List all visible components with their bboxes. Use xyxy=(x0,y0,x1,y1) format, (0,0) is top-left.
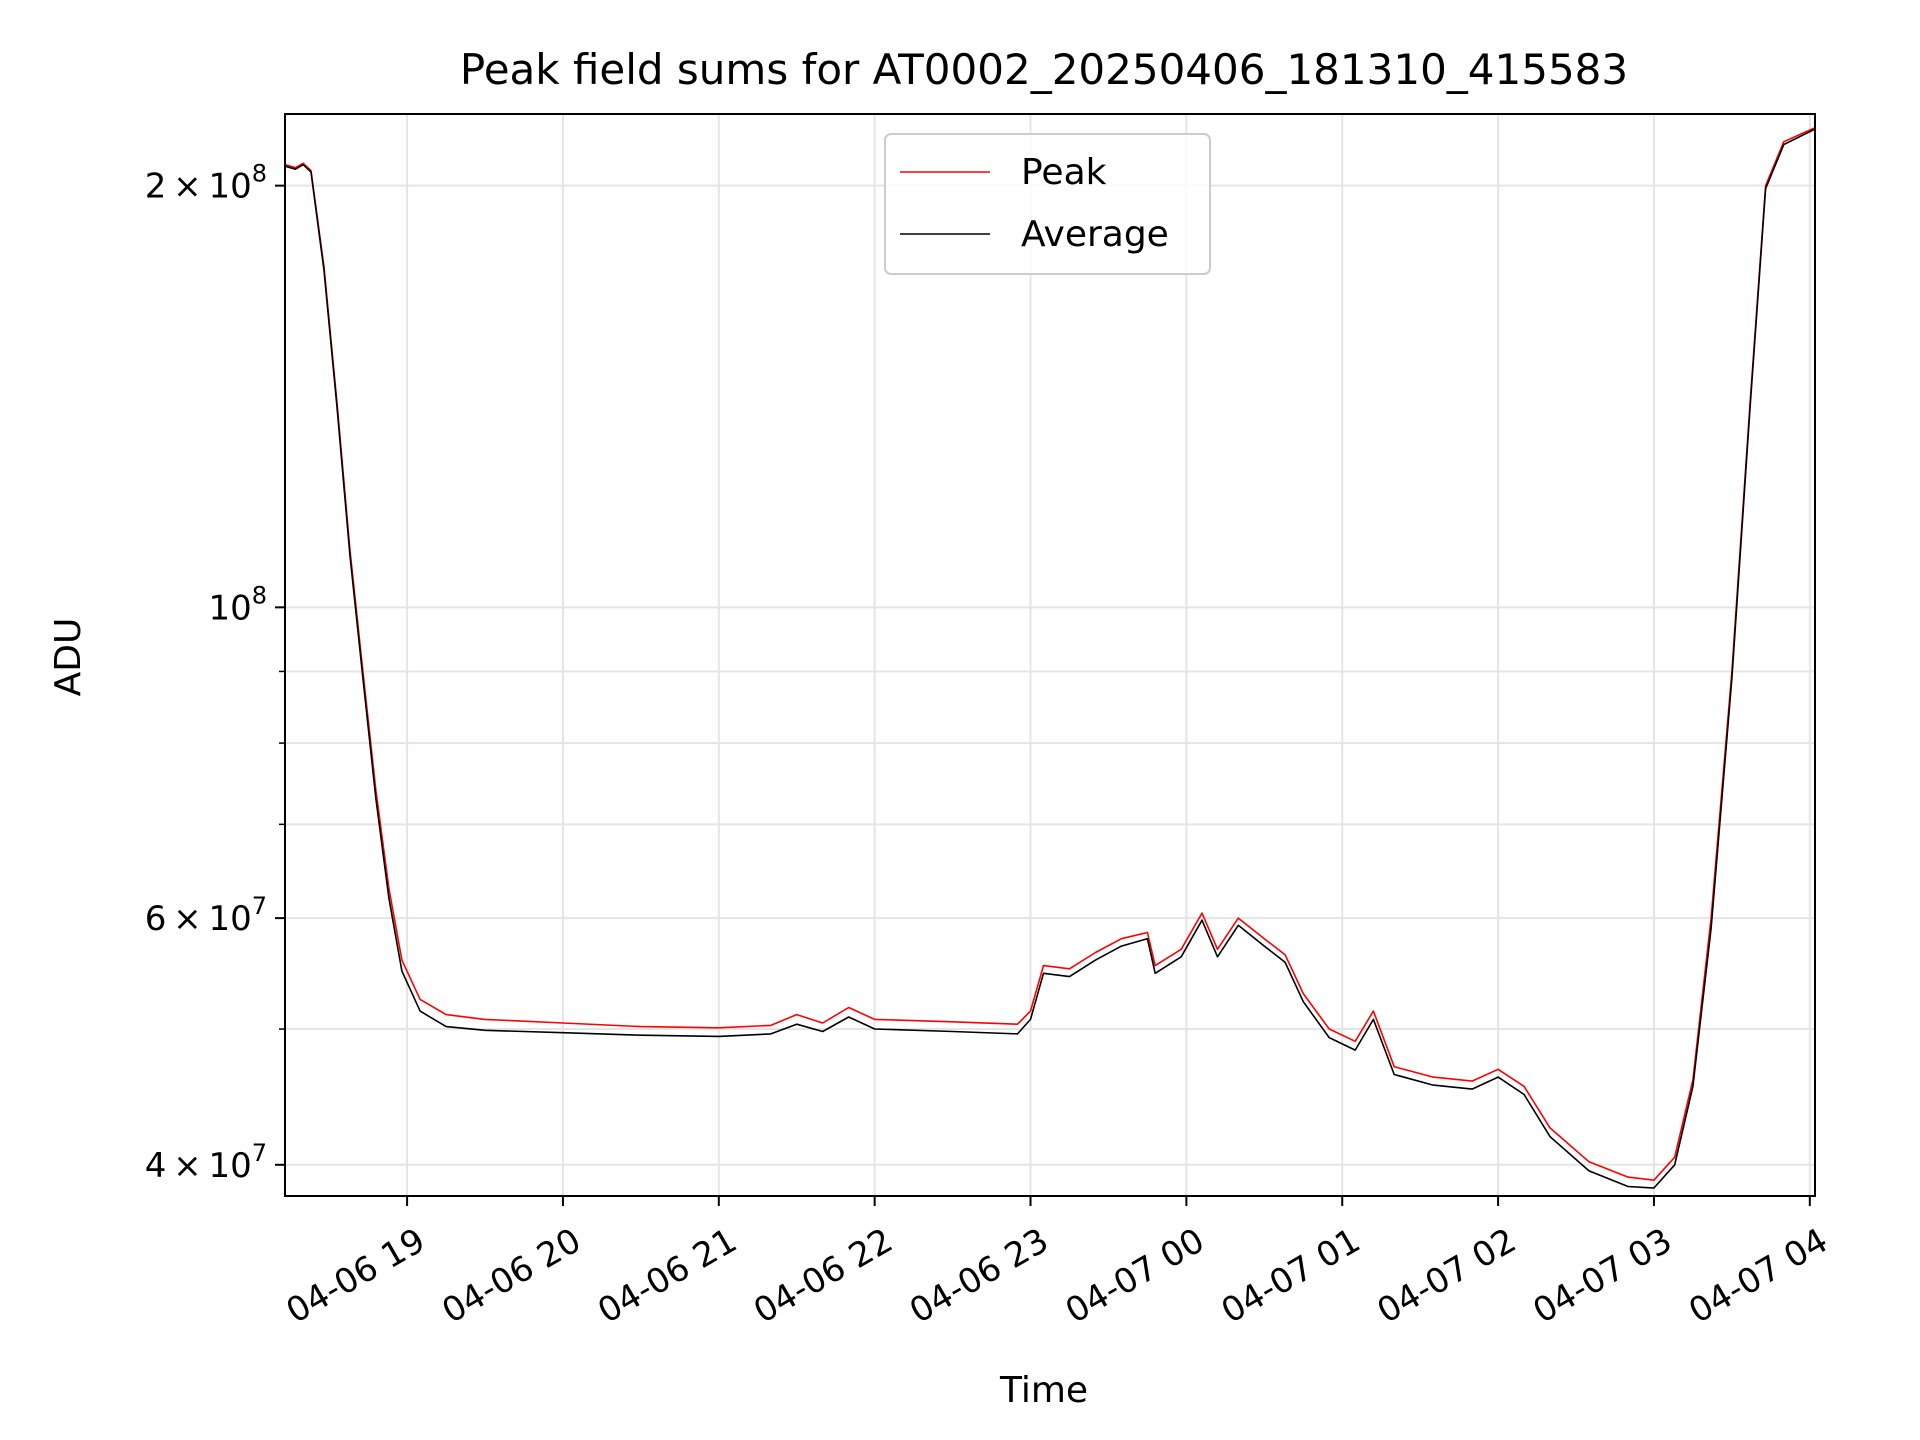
legend-label-average: Average xyxy=(1021,214,1169,255)
x-axis-label: Time xyxy=(999,1370,1088,1411)
plot-frame xyxy=(284,113,1816,1197)
legend-box xyxy=(884,133,1211,275)
series-group xyxy=(285,126,1815,1189)
y-tick-label: 6 × 107 xyxy=(145,892,267,939)
y-axis-label: ADU xyxy=(48,618,89,697)
series-line-peak xyxy=(285,126,1815,1181)
legend-label-peak: Peak xyxy=(1021,152,1107,193)
series-line-average xyxy=(285,128,1815,1189)
y-tick-label: 108 xyxy=(208,581,267,628)
legend: Peak Average xyxy=(884,133,1211,275)
y-axis: 4 × 107 6 × 107 108 2 × 108 xyxy=(145,160,285,1186)
y-tick-label: 2 × 108 xyxy=(145,160,267,207)
y-tick-label: 4 × 107 xyxy=(145,1139,267,1186)
chart-title: Peak field sums for AT0002_20250406_1813… xyxy=(460,45,1628,94)
